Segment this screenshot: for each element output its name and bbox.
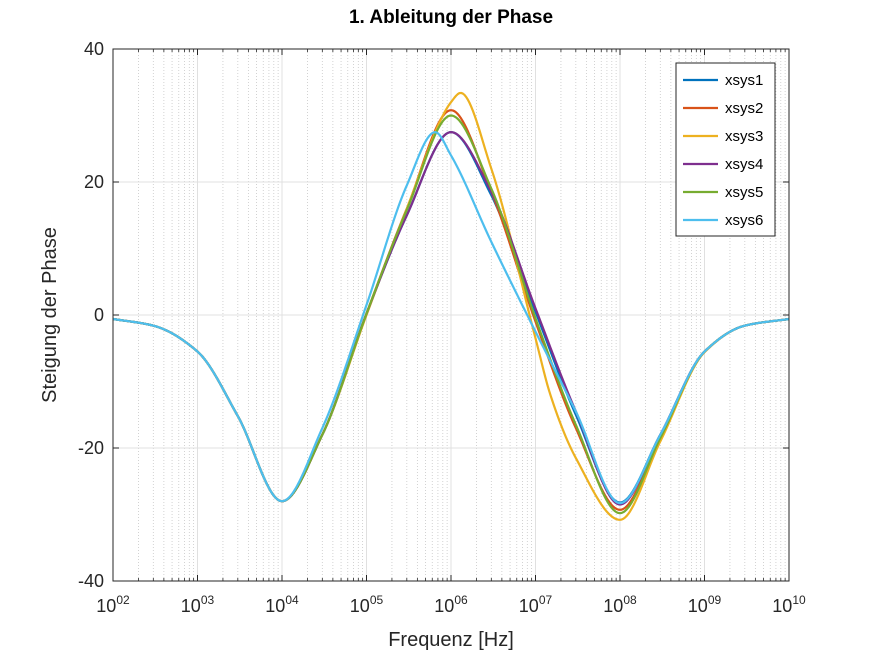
y-tick-labels: 40 20 0 -20 -40 [78,39,104,591]
x-tick-label: 1003 [181,593,215,616]
y-tick-label: 20 [84,172,104,192]
x-tick-label: 1005 [350,593,384,616]
x-tick-labels: 1002 1003 1004 1005 1006 1007 1008 1009 1010 [96,593,806,616]
x-tick-label: 1010 [772,593,806,616]
legend-label-xsys2: xsys2 [725,100,763,117]
legend-label-xsys3: xsys3 [725,128,763,145]
y-axis-label: Steigung der Phase [39,227,61,403]
x-tick-label: 1006 [434,593,468,616]
x-tick-label: 1002 [96,593,130,616]
chart-title: 1. Ableitung der Phase [349,7,553,28]
major-grid [112,48,790,582]
legend-label-xsys4: xsys4 [725,156,763,173]
legend-label-xsys6: xsys6 [725,212,763,229]
x-tick-label: 1004 [265,593,299,616]
legend: xsys1 xsys2 xsys3 xsys4 xsys5 xsys6 [675,62,776,237]
legend-label-xsys5: xsys5 [725,184,763,201]
legend-label-xsys1: xsys1 [725,72,763,89]
y-tick-label: 40 [84,39,104,59]
series-lines [112,91,790,521]
x-axis-label: Frequenz [Hz] [388,629,514,651]
y-tick-label: -40 [78,571,104,591]
x-tick-label: 1008 [603,593,637,616]
axes-box [112,48,790,582]
legend-box [675,62,776,237]
series-line-xsys6 [112,131,790,505]
y-tick-label: 0 [94,305,104,325]
y-tick-label: -20 [78,438,104,458]
x-tick-label: 1007 [519,593,553,616]
x-tick-label: 1009 [688,593,722,616]
